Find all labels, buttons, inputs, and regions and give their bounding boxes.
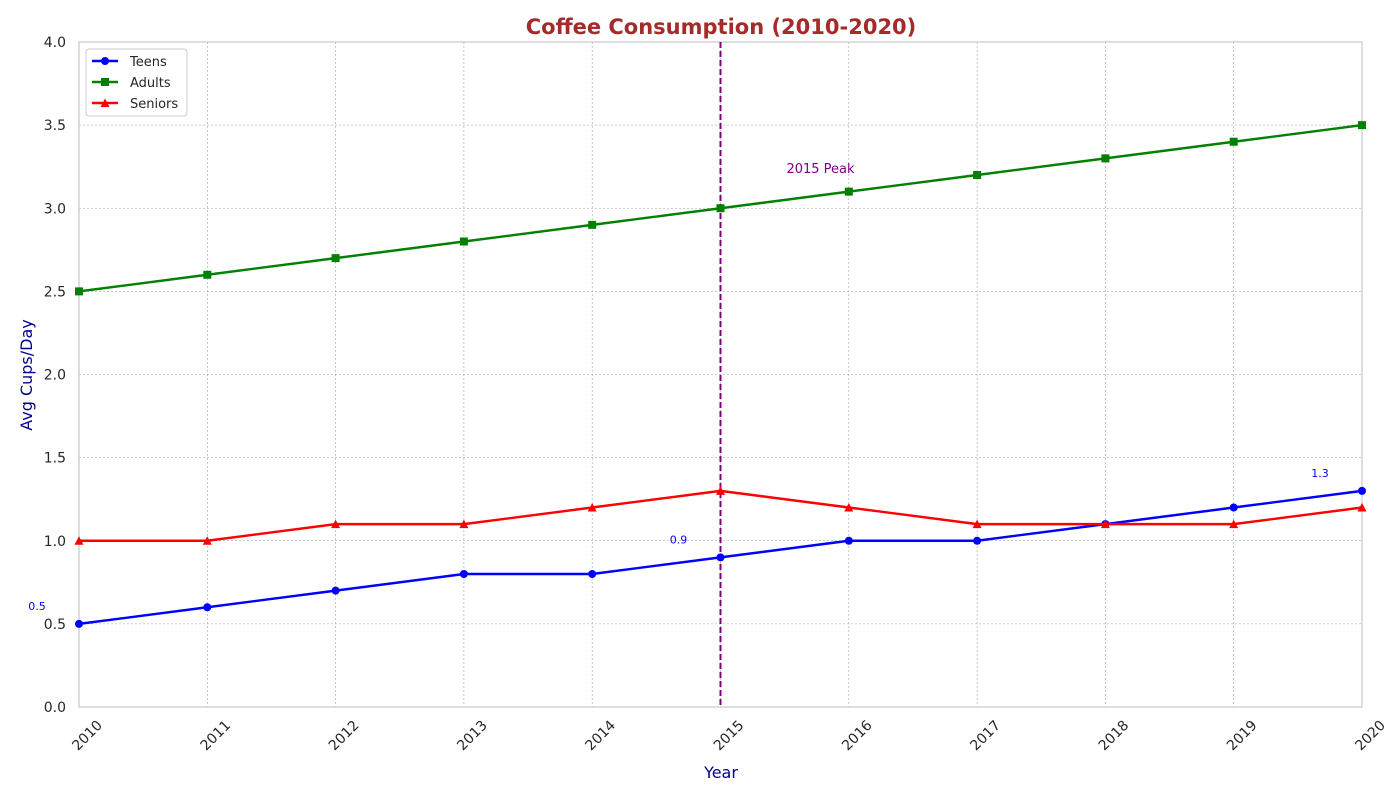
series-teens bbox=[75, 486, 1366, 628]
data-point-adults bbox=[973, 171, 982, 179]
y-tick-label: 3.5 bbox=[44, 118, 66, 134]
data-point-adults bbox=[75, 287, 83, 296]
data-point-teens bbox=[1229, 503, 1238, 512]
y-tick-label: 2.5 bbox=[44, 284, 66, 300]
data-point-adults bbox=[203, 270, 212, 279]
x-axis-label: Year bbox=[703, 763, 738, 782]
data-point-adults bbox=[1101, 154, 1110, 163]
legend-label: Adults bbox=[130, 76, 171, 91]
data-point-adults bbox=[331, 254, 340, 263]
data-point-teens bbox=[459, 570, 468, 578]
legend-box bbox=[85, 48, 188, 117]
y-tick-label: 3.0 bbox=[44, 201, 66, 217]
data-point-seniors bbox=[587, 503, 597, 512]
data-point-seniors bbox=[331, 519, 341, 529]
series-seniors bbox=[74, 486, 1367, 545]
data-label: 0.5 bbox=[28, 600, 46, 613]
data-label: 0.9 bbox=[670, 533, 688, 546]
data-point-seniors bbox=[1357, 503, 1367, 512]
reference-line: 2015 Peak bbox=[719, 42, 855, 707]
data-point-seniors bbox=[716, 486, 725, 495]
data-point-seniors bbox=[459, 519, 469, 529]
data-point-teens bbox=[844, 536, 853, 545]
annotations: 0.5 0.9 1.3 bbox=[28, 467, 1329, 613]
legend-label: Teens bbox=[129, 55, 167, 70]
series-adults bbox=[75, 121, 1366, 296]
y-axis-ticks: 0.0 0.5 1.0 1.5 2.0 2.5 3.0 3.5 4.0 bbox=[44, 35, 66, 716]
data-point-seniors bbox=[202, 536, 212, 545]
data-point-seniors bbox=[972, 519, 982, 529]
data-point-teens bbox=[1358, 486, 1366, 495]
data-point-seniors bbox=[1100, 519, 1110, 529]
legend: Teens Adults Seniors bbox=[85, 48, 188, 117]
legend-item-teens: Teens bbox=[92, 55, 167, 70]
data-point-adults bbox=[459, 237, 468, 246]
legend-marker bbox=[100, 98, 110, 107]
y-axis-label: Avg Cups/Day bbox=[17, 319, 36, 431]
peak-label: 2015 Peak bbox=[786, 162, 855, 177]
data-point-seniors bbox=[1229, 519, 1239, 529]
y-tick-label: 1.5 bbox=[44, 451, 66, 467]
y-tick-label: 4.0 bbox=[44, 35, 66, 51]
data-point-seniors bbox=[844, 503, 854, 512]
data-point-adults bbox=[1358, 121, 1366, 130]
legend-item-adults: Adults bbox=[92, 76, 171, 91]
y-tick-label: 2.0 bbox=[44, 368, 66, 384]
data-point-teens bbox=[75, 619, 83, 628]
data-point-teens bbox=[588, 570, 597, 578]
legend-label: Seniors bbox=[130, 97, 178, 112]
y-tick-label: 1.0 bbox=[44, 534, 66, 550]
data-point-seniors bbox=[74, 536, 84, 545]
legend-item-seniors: Seniors bbox=[92, 97, 178, 112]
legend-marker bbox=[101, 57, 109, 65]
y-tick-label: 0.0 bbox=[44, 700, 66, 716]
data-point-adults bbox=[1229, 137, 1238, 146]
series-lines bbox=[74, 121, 1367, 628]
chart-title: Coffee Consumption (2010-2020) bbox=[526, 15, 917, 39]
y-tick-label: 0.5 bbox=[44, 617, 66, 633]
data-point-teens bbox=[716, 553, 725, 562]
data-point-teens bbox=[203, 603, 212, 612]
data-point-teens bbox=[331, 586, 340, 595]
data-label: 1.3 bbox=[1311, 467, 1329, 480]
data-point-adults bbox=[844, 187, 853, 196]
legend-marker bbox=[101, 78, 109, 86]
data-point-teens bbox=[973, 536, 982, 545]
data-point-adults bbox=[716, 204, 725, 213]
data-point-adults bbox=[588, 220, 597, 229]
